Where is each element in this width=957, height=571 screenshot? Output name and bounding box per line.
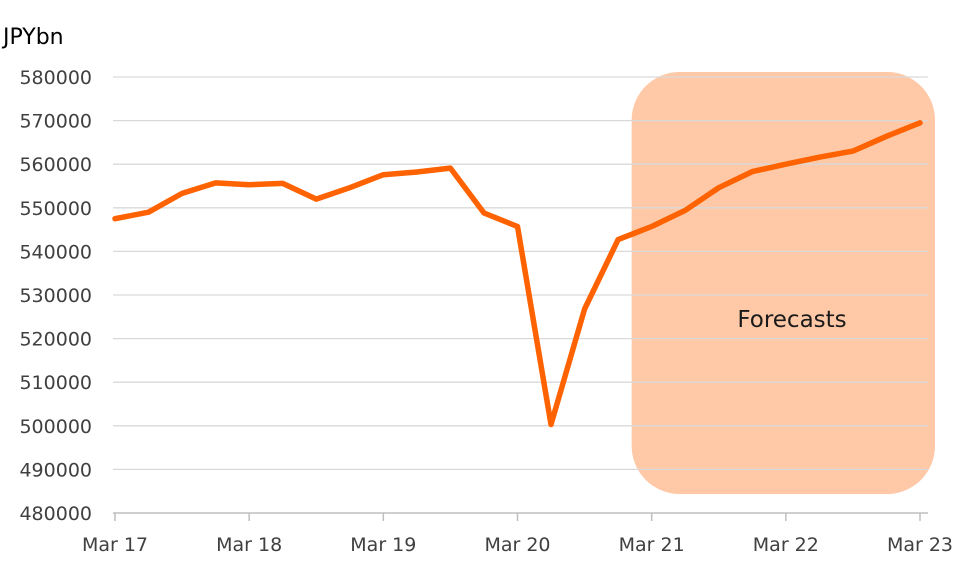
y-tick-label: 570000 (19, 111, 92, 133)
x-tick-label: Mar 18 (216, 534, 282, 556)
y-tick-label: 550000 (19, 198, 92, 220)
forecasts-annotation-label: Forecasts (737, 307, 846, 333)
forecast-region (631, 72, 935, 494)
x-tick-label: Mar 21 (619, 534, 685, 556)
y-tick-label: 530000 (19, 285, 92, 307)
x-tick-label: Mar 19 (350, 534, 416, 556)
series-line (112, 120, 923, 428)
y-tick-label: 520000 (19, 329, 92, 351)
y-tick-label: 490000 (19, 459, 92, 481)
y-tick-label: 500000 (19, 416, 92, 438)
x-tick-label: Mar 23 (887, 534, 953, 556)
y-tick-label: 510000 (19, 372, 92, 394)
x-tick-label: Mar 17 (82, 534, 148, 556)
y-tick-label: 580000 (19, 67, 92, 89)
x-tick-label: Mar 20 (484, 534, 550, 556)
x-tick-label: Mar 22 (753, 534, 819, 556)
y-tick-label: 480000 (19, 503, 92, 525)
y-tick-label: 560000 (19, 154, 92, 176)
y-tick-label: 540000 (19, 241, 92, 263)
y-axis-unit-label: JPYbn (1, 25, 64, 50)
